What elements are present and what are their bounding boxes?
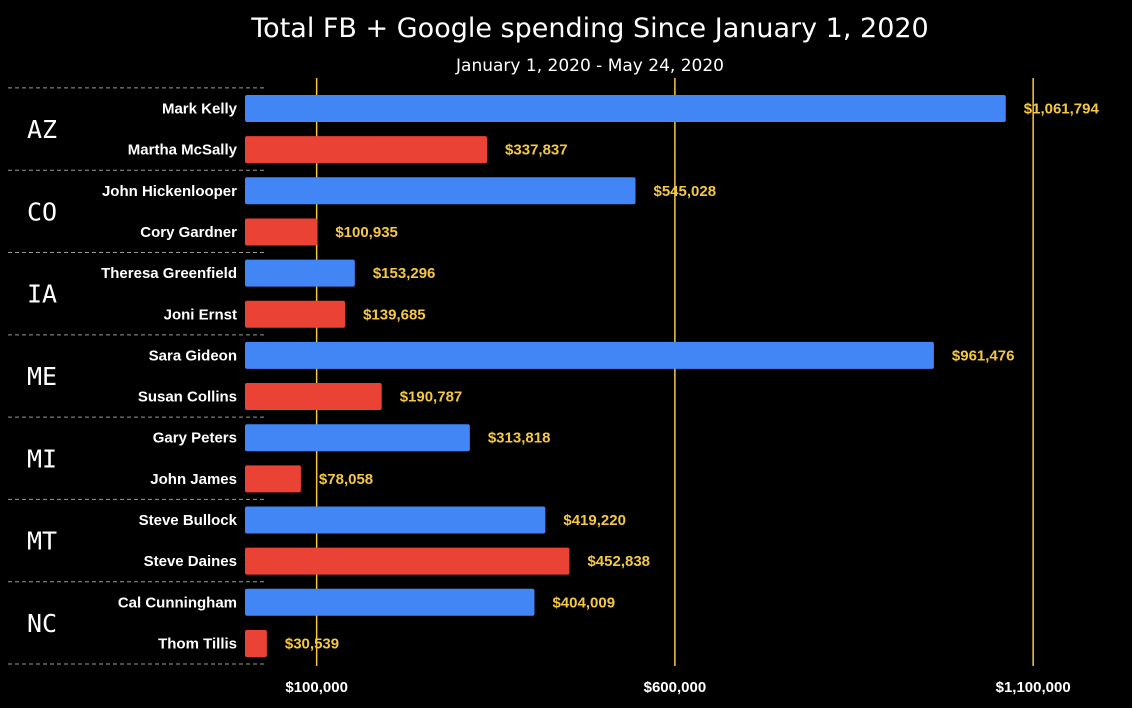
bar-republican — [245, 547, 570, 575]
candidate-label: Steve Bullock — [139, 512, 238, 529]
state-label: NC — [27, 609, 57, 638]
value-label: $78,058 — [319, 471, 373, 488]
x-tick-label: $600,000 — [644, 679, 707, 696]
candidate-label: Mark Kelly — [162, 101, 238, 118]
candidate-label: Cal Cunningham — [118, 594, 237, 611]
chart-subtitle: January 1, 2020 - May 24, 2020 — [455, 56, 724, 76]
value-label: $139,685 — [363, 306, 426, 323]
chart-title: Total FB + Google spending Since January… — [250, 13, 928, 44]
value-label: $337,837 — [505, 142, 568, 159]
bars — [245, 95, 1006, 657]
candidate-label: Theresa Greenfield — [101, 265, 237, 282]
bar-democrat — [245, 95, 1006, 122]
bar-democrat — [245, 424, 470, 452]
bar-democrat — [245, 341, 934, 369]
state-label: CO — [27, 197, 57, 226]
candidate-label: Cory Gardner — [140, 224, 237, 241]
bar-republican — [245, 465, 301, 493]
value-label: $313,818 — [488, 430, 551, 447]
bar-democrat — [245, 177, 636, 205]
value-label: $1,061,794 — [1024, 101, 1100, 118]
candidate-label: John Hickenlooper — [102, 183, 237, 200]
candidate-label: Susan Collins — [138, 389, 237, 406]
value-label: $961,476 — [952, 347, 1015, 364]
x-tick-label: $100,000 — [285, 679, 348, 696]
candidate-label: Joni Ernst — [164, 306, 237, 323]
labels: Mark Kelly $1,061,794 Martha McSally $337,8… — [27, 101, 1100, 653]
candidate-label: Gary Peters — [153, 430, 237, 447]
value-label: $100,935 — [335, 224, 398, 241]
state-label: AZ — [27, 115, 57, 144]
bar-republican — [245, 218, 318, 246]
candidate-label: Sara Gideon — [149, 347, 237, 364]
value-label: $30,539 — [285, 635, 339, 652]
bar-republican — [245, 629, 267, 657]
bar-republican — [245, 383, 382, 411]
candidate-label: Steve Daines — [144, 553, 237, 570]
x-axis: $100,000 $600,000 $1,100,000 — [285, 679, 1070, 696]
state-label: ME — [27, 362, 57, 391]
bar-democrat — [245, 588, 535, 616]
state-label: MT — [27, 527, 57, 556]
state-label: IA — [27, 280, 57, 309]
candidate-label: Thom Tillis — [158, 635, 237, 652]
value-label: $404,009 — [552, 594, 615, 611]
value-label: $545,028 — [654, 183, 717, 200]
x-tick-label: $1,100,000 — [996, 679, 1071, 696]
bar-democrat — [245, 506, 546, 534]
value-label: $190,787 — [400, 389, 463, 406]
value-label: $153,296 — [373, 265, 436, 282]
candidate-label: John James — [150, 471, 237, 488]
value-label: $419,220 — [563, 512, 626, 529]
state-label: MI — [27, 444, 57, 473]
value-label: $452,838 — [587, 553, 650, 570]
state-dividers — [8, 87, 266, 665]
candidate-label: Martha McSally — [128, 142, 238, 159]
bar-republican — [245, 300, 346, 328]
bar-democrat — [245, 259, 355, 287]
bar-republican — [245, 136, 488, 164]
